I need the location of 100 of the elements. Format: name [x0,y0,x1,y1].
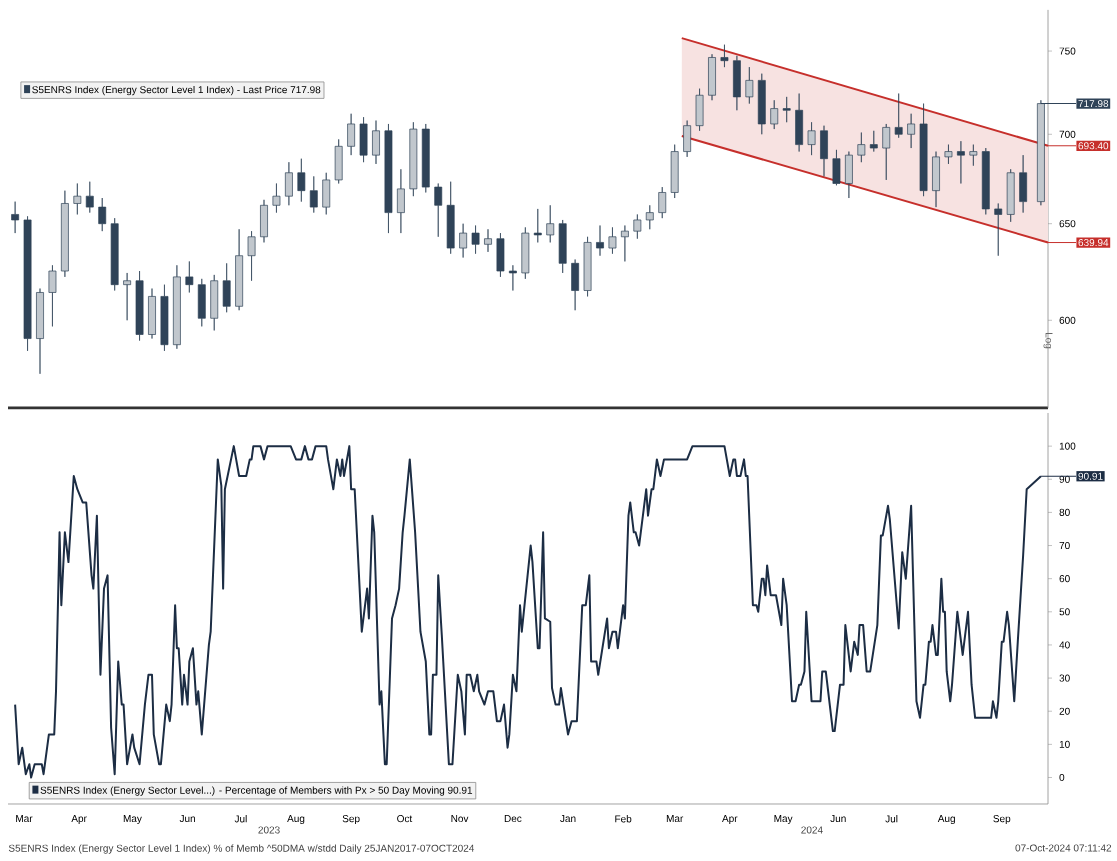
x-tick-label: Jul [885,815,898,823]
candlestick [857,132,866,163]
candlestick [434,183,443,238]
candlestick [396,168,405,234]
candlestick [384,123,393,234]
candlestick [459,223,468,258]
x-tick-label: Sep [342,815,360,825]
legend-label: S5ENRS Index (Energy Sector Level...) - Percentage of Members with Px > 50 Day Moving 90.91 [40,786,473,796]
x-tick-label: Sep [993,815,1011,825]
candlestick [546,204,555,243]
candlestick [932,151,940,208]
candlestick [372,120,380,165]
candlestick [297,158,306,202]
candlestick [745,66,754,104]
y-tick-label: 0 [1059,773,1065,782]
x-tick-label: Aug [937,815,955,825]
candlestick [508,264,517,291]
candlestick [894,93,903,139]
x-tick-label: Apr [722,815,738,825]
x-tick-label: Jun [179,815,195,823]
candlestick [11,201,20,234]
candlestick [60,190,69,278]
x-tick-label: Mar [16,815,33,823]
text: S5ENRS Index (Energy Sector Level 1 Index) % of Memb ^50DMA w/stdd Daily 25JAN2017-07OCT2024 [8,844,475,854]
x-tick-label: Aug [287,815,305,825]
x-tick-label: Dec [504,815,522,823]
text: 90.91 [1078,472,1103,480]
candlestick [720,44,729,68]
text: 2023 [258,826,280,834]
candlestick [496,232,505,278]
candlestick [334,139,343,184]
candlestick [210,274,219,331]
text: 2024 [801,826,823,834]
candlestick [309,176,318,213]
candlestick [633,214,642,240]
candlestick [247,230,256,282]
candlestick [782,96,791,123]
y-tick-label: 750 [1059,47,1076,55]
candlestick [907,113,916,149]
candlestick [670,144,679,199]
x-tick-label: May [123,815,142,825]
x-tick-label: Apr [71,815,87,825]
candlestick [757,73,766,135]
candlestick [521,227,530,280]
x-tick-label: May [774,815,793,825]
candlestick [708,53,716,101]
candlestick [347,113,356,156]
x-tick-label: Jan [560,815,576,823]
candlestick [359,116,368,163]
candlestick [981,147,990,215]
x-tick-label: Feb [615,815,632,823]
candlestick [284,161,293,206]
y-tick-label: 100 [1059,442,1076,450]
candlestick [123,272,132,321]
candlestick [110,217,119,291]
candlestick [185,261,194,293]
y-tick-label: 600 [1059,316,1076,324]
candlestick [695,88,704,132]
x-tick-label: Oct [397,815,413,823]
x-tick-label: Jul [234,815,247,823]
candlestick [222,262,231,313]
candlestick [882,123,891,181]
candlestick [409,121,418,197]
candlestick [322,172,331,215]
text: 639.94 [1078,238,1109,247]
candlestick [620,225,629,262]
candlestick [832,149,841,186]
y-tick-label: 40 [1059,641,1070,649]
candlestick [73,183,82,215]
y-tick-label: 70 [1059,541,1070,550]
y-tick-label: 650 [1059,220,1076,228]
candlestick [533,208,542,243]
candlestick [944,144,953,165]
candlestick [1006,168,1015,223]
candlestick [197,278,206,327]
candlestick [658,186,667,219]
y-tick-label: 10 [1059,740,1070,748]
candlestick [596,225,604,257]
candlestick [260,199,268,243]
candlestick [683,120,692,158]
candlestick [820,125,828,177]
candlestick [98,197,107,232]
candlestick [869,130,878,152]
y-axis-title: Log [1043,332,1053,349]
legend-label: S5ENRS Index (Energy Sector Level 1 Index) - Last Price 717.98 [32,85,321,96]
candlestick [807,121,816,156]
y-tick-label: 90 [1059,475,1070,483]
y-tick-label: 80 [1059,508,1070,516]
candlestick [36,288,44,375]
candlestick [23,215,32,352]
candlestick [558,219,567,274]
candlestick [845,151,853,199]
candlestick [571,259,580,311]
y-tick-label: 20 [1059,707,1070,715]
candlestick [733,55,741,111]
candlestick [172,264,181,350]
candlestick [421,123,430,193]
candlestick [795,93,804,152]
candlestick [48,264,57,327]
candlestick [645,204,654,230]
